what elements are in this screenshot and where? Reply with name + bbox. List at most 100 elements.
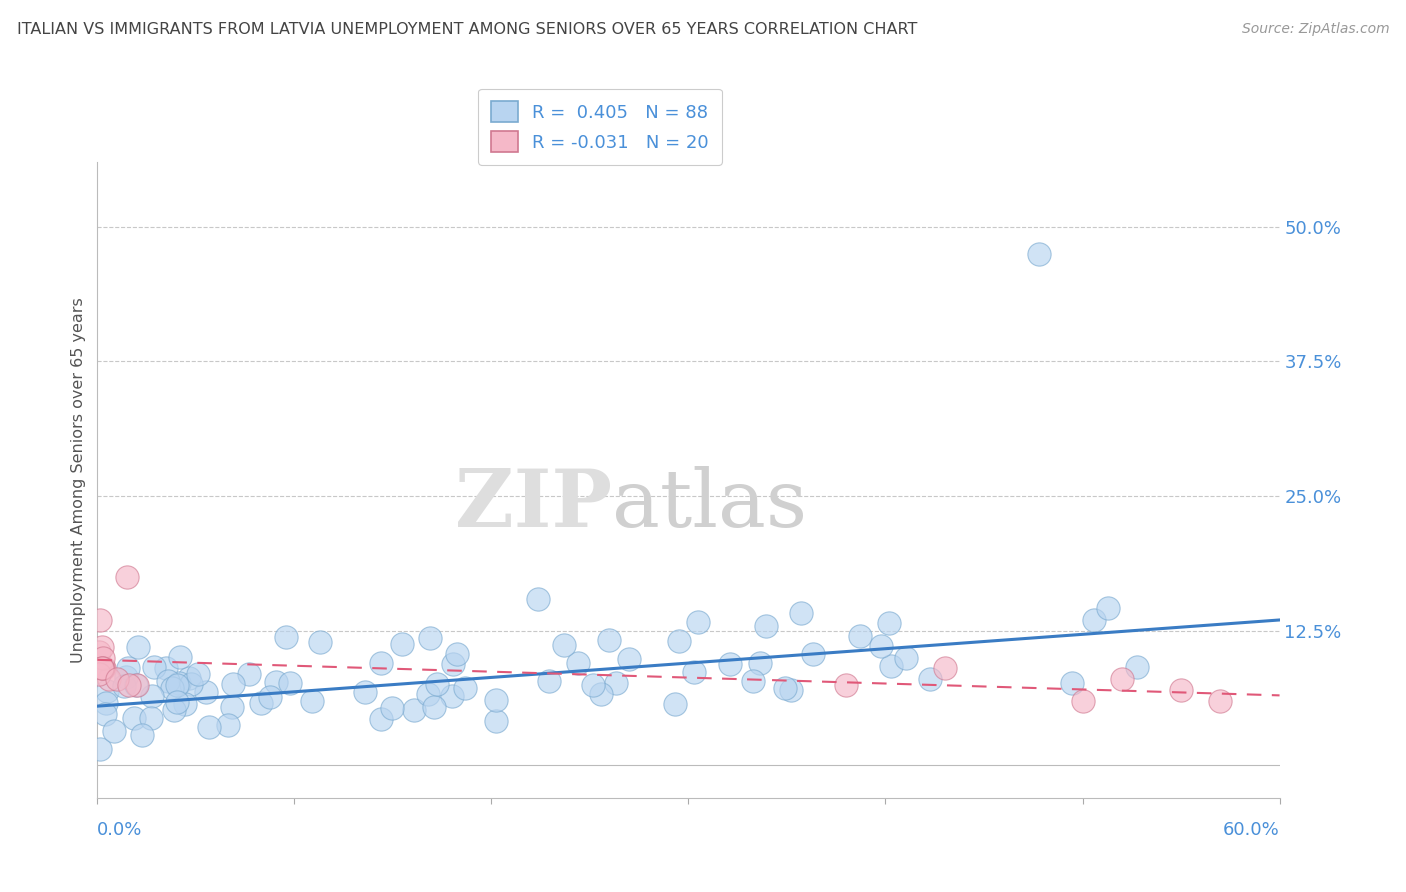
Point <box>419 631 441 645</box>
Point <box>114 679 136 693</box>
Point <box>567 657 589 671</box>
Point <box>131 728 153 742</box>
Point <box>664 697 686 711</box>
Point <box>276 630 298 644</box>
Point <box>89 666 111 681</box>
Point <box>441 657 464 672</box>
Point <box>93 661 115 675</box>
Text: ITALIAN VS IMMIGRANTS FROM LATVIA UNEMPLOYMENT AMONG SENIORS OVER 65 YEARS CORRE: ITALIAN VS IMMIGRANTS FROM LATVIA UNEMPL… <box>17 22 917 37</box>
Text: atlas: atlas <box>612 467 807 544</box>
Point <box>174 698 197 712</box>
Point <box>91 650 114 665</box>
Point <box>748 656 770 670</box>
Point <box>934 661 956 675</box>
Point <box>91 661 114 675</box>
Point <box>180 677 202 691</box>
Point <box>537 674 560 689</box>
Point <box>90 661 112 675</box>
Point <box>790 606 813 620</box>
Point <box>485 693 508 707</box>
Point <box>418 687 440 701</box>
Point <box>141 711 163 725</box>
Point <box>870 639 893 653</box>
Point <box>166 678 188 692</box>
Point <box>440 689 463 703</box>
Point <box>617 652 640 666</box>
Text: 60.0%: 60.0% <box>1223 822 1279 839</box>
Point <box>169 676 191 690</box>
Point <box>755 619 778 633</box>
Point <box>94 706 117 721</box>
Point <box>221 677 243 691</box>
Point <box>353 685 375 699</box>
Point <box>103 724 125 739</box>
Point <box>879 616 901 631</box>
Point <box>1028 246 1050 260</box>
Point <box>124 711 146 725</box>
Y-axis label: Unemployment Among Seniors over 65 years: Unemployment Among Seniors over 65 years <box>72 297 86 663</box>
Point <box>1083 613 1105 627</box>
Point <box>125 677 148 691</box>
Point <box>918 672 941 686</box>
Point <box>127 640 149 654</box>
Point <box>91 661 114 675</box>
Point <box>143 660 166 674</box>
Point <box>742 674 765 689</box>
Point <box>1170 683 1192 698</box>
Point <box>157 673 180 688</box>
Point <box>553 638 575 652</box>
Point <box>391 637 413 651</box>
Point <box>114 670 136 684</box>
Point <box>187 666 209 681</box>
Point <box>163 703 186 717</box>
Point <box>591 687 613 701</box>
Point <box>217 718 239 732</box>
Point <box>683 665 706 680</box>
Point <box>1126 659 1149 673</box>
Point <box>89 742 111 756</box>
Text: ZIP: ZIP <box>454 467 612 544</box>
Point <box>105 672 128 686</box>
Point <box>169 649 191 664</box>
Point <box>259 690 281 704</box>
Point <box>1209 694 1232 708</box>
Point <box>166 695 188 709</box>
Point <box>835 677 858 691</box>
Point <box>880 658 903 673</box>
Point <box>118 677 141 691</box>
Point <box>89 645 111 659</box>
Point <box>402 703 425 717</box>
Point <box>1111 672 1133 686</box>
Point <box>124 678 146 692</box>
Point <box>894 651 917 665</box>
Point <box>527 591 550 606</box>
Point <box>453 681 475 696</box>
Point <box>370 657 392 671</box>
Point <box>96 683 118 698</box>
Point <box>848 629 870 643</box>
Point <box>117 660 139 674</box>
Point <box>801 647 824 661</box>
Point <box>484 714 506 728</box>
Text: Source: ZipAtlas.com: Source: ZipAtlas.com <box>1241 22 1389 37</box>
Point <box>194 685 217 699</box>
Legend: R =  0.405   N = 88, R = -0.031   N = 20: R = 0.405 N = 88, R = -0.031 N = 20 <box>478 88 721 165</box>
Point <box>98 672 121 686</box>
Point <box>308 635 330 649</box>
Point <box>426 677 449 691</box>
Point <box>775 681 797 696</box>
Point <box>582 678 605 692</box>
Point <box>1062 676 1084 690</box>
Point <box>197 720 219 734</box>
Point <box>160 681 183 696</box>
Point <box>266 675 288 690</box>
Point <box>141 689 163 703</box>
Point <box>96 696 118 710</box>
Point <box>91 640 114 654</box>
Point <box>446 647 468 661</box>
Point <box>177 671 200 685</box>
Point <box>301 694 323 708</box>
Point <box>1071 694 1094 708</box>
Point <box>779 683 801 698</box>
Point <box>221 699 243 714</box>
